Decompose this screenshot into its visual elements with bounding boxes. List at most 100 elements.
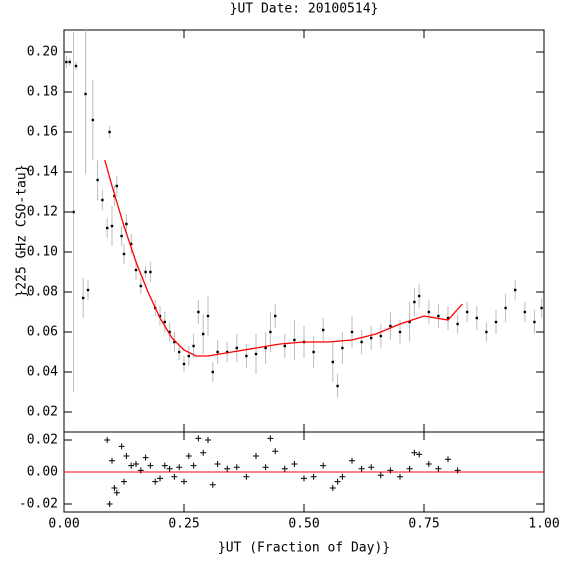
residual-point [334, 478, 341, 485]
x-tick-label: 0.75 [408, 517, 439, 532]
data-point [293, 338, 296, 342]
y-tick-label: 0.06 [27, 325, 58, 340]
data-point [398, 330, 402, 334]
data-point [91, 118, 94, 122]
data-point [110, 224, 114, 228]
data-point [84, 92, 87, 96]
data-point [197, 310, 200, 314]
residual-point [272, 448, 279, 455]
fit-line [104, 159, 463, 357]
data-point [523, 310, 526, 314]
residual-point [128, 462, 135, 469]
data-point [475, 316, 478, 320]
residual-point [176, 464, 183, 471]
x-tick-label: 1.00 [528, 517, 559, 532]
residual-point [166, 465, 173, 472]
data-point [86, 288, 90, 292]
residual-point [416, 451, 423, 458]
data-point [360, 340, 363, 344]
data-point [96, 178, 99, 182]
data-point [427, 310, 430, 314]
y-tick-label: -0.02 [19, 497, 58, 512]
data-point [144, 270, 147, 274]
residual-point [209, 481, 216, 488]
data-point [163, 320, 166, 324]
residual-point [106, 501, 113, 507]
data-point [120, 234, 123, 238]
data-point [264, 346, 267, 350]
data-point [168, 330, 171, 334]
data-point [466, 310, 469, 314]
residual-point [281, 465, 288, 472]
data-point [192, 344, 195, 348]
data-point [74, 64, 78, 68]
data-point [254, 352, 258, 356]
residual-point [387, 467, 394, 474]
data-point [456, 322, 459, 326]
data-point [533, 320, 536, 324]
residual-point [133, 461, 139, 467]
residual-point [454, 467, 461, 474]
data-point [336, 384, 339, 388]
residual-point [104, 437, 111, 443]
data-point [173, 340, 176, 344]
y-tick-label: 0.04 [27, 365, 58, 380]
residual-point [406, 465, 413, 472]
data-point [115, 184, 118, 188]
residual-point [445, 456, 451, 463]
residual-point [377, 472, 384, 479]
residual-point [205, 437, 211, 443]
main-frame [63, 29, 545, 433]
y-tick-label: 0.02 [27, 433, 58, 448]
chart-title: }UT Date: 20100514} [230, 2, 379, 17]
data-point [106, 226, 109, 230]
data-point [65, 60, 68, 64]
data-point [485, 330, 488, 334]
data-point [68, 60, 71, 64]
data-point [245, 354, 248, 358]
x-tick-label: 0.50 [288, 517, 319, 532]
data-point [182, 362, 186, 366]
residual-point [137, 467, 144, 474]
residual-point [185, 453, 192, 459]
data-point [418, 294, 421, 298]
residual-point [111, 485, 118, 491]
data-point [72, 210, 75, 214]
residual-point [195, 435, 202, 442]
data-point [370, 336, 373, 340]
data-point [283, 344, 286, 348]
data-point [322, 328, 325, 332]
residual-point [147, 462, 154, 469]
residual-point [181, 478, 187, 485]
residual-point [435, 465, 442, 472]
y-tick-label: 0.00 [27, 465, 58, 480]
data-point [139, 284, 142, 288]
residual-point [118, 443, 125, 450]
y-tick-label: 0.12 [27, 205, 58, 220]
residual-point [329, 485, 336, 491]
data-point [226, 350, 229, 354]
residual-point [190, 462, 197, 469]
data-point [540, 306, 543, 310]
data-point [206, 314, 210, 318]
data-point [437, 314, 440, 318]
residual-point [121, 478, 127, 485]
residual-point [243, 473, 250, 480]
residual-point [109, 457, 115, 464]
data-point [158, 314, 162, 318]
residual-point [320, 462, 327, 469]
residual-point [425, 461, 432, 467]
data-point [149, 270, 152, 274]
residual-point [267, 435, 274, 442]
data-point [101, 198, 104, 202]
residual-point [123, 453, 130, 459]
residual-point [142, 454, 149, 461]
y-tick-label: 0.18 [27, 85, 58, 100]
y-tick-label: 0.08 [27, 285, 58, 300]
residual-point [152, 478, 159, 485]
data-point [274, 314, 277, 318]
x-tick-label: 0.00 [48, 517, 79, 532]
residual-point [161, 462, 168, 469]
data-point [125, 222, 128, 226]
